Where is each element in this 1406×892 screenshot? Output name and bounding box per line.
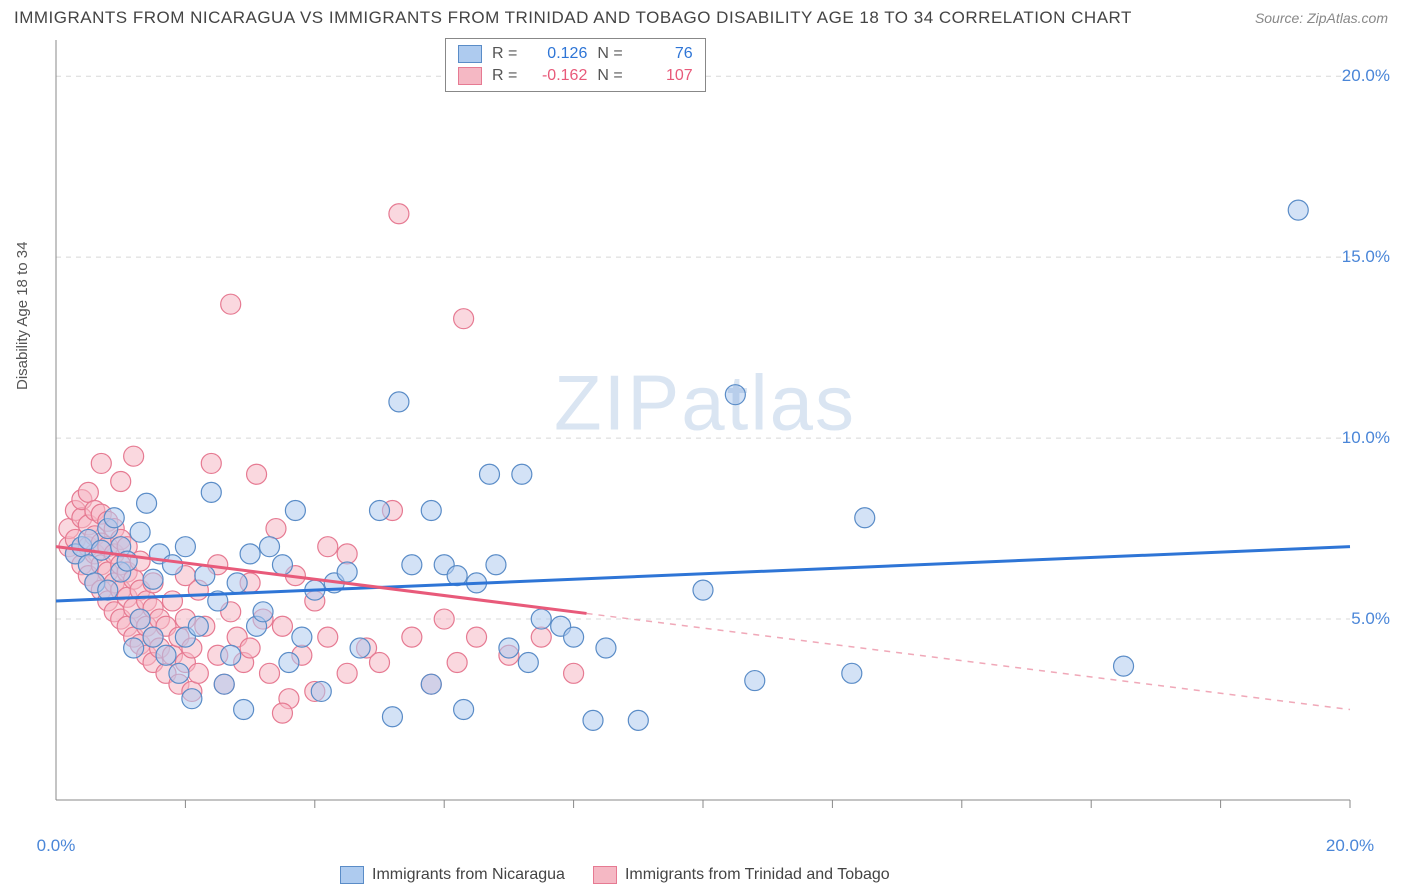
legend-item-nicaragua: Immigrants from Nicaragua [340, 866, 565, 884]
r-value-trinidad: -0.162 [527, 67, 587, 85]
chart-title: IMMIGRANTS FROM NICARAGUA VS IMMIGRANTS … [14, 8, 1132, 28]
legend-swatch-pink [593, 866, 617, 884]
x-tick-label: 20.0% [1326, 836, 1374, 856]
n-label: N = [597, 45, 622, 63]
r-value-nicaragua: 0.126 [527, 45, 587, 63]
series-legend: Immigrants from Nicaragua Immigrants fro… [340, 866, 890, 884]
y-tick-label: 20.0% [1342, 66, 1390, 86]
y-axis-label: Disability Age 18 to 34 [14, 242, 31, 390]
correlation-legend: R = 0.126 N = 76 R = -0.162 N = 107 [445, 38, 706, 92]
r-label: R = [492, 45, 517, 63]
y-tick-label: 10.0% [1342, 428, 1390, 448]
y-tick-label: 15.0% [1342, 247, 1390, 267]
scatter-chart-svg [50, 40, 1360, 830]
legend-row-trinidad: R = -0.162 N = 107 [458, 65, 693, 87]
chart-area: ZIPatlas [50, 40, 1360, 830]
y-tick-label: 5.0% [1351, 609, 1390, 629]
legend-swatch-blue [458, 45, 482, 63]
source-attribution: Source: ZipAtlas.com [1255, 10, 1388, 26]
legend-label-trinidad: Immigrants from Trinidad and Tobago [625, 866, 890, 884]
n-value-nicaragua: 76 [633, 45, 693, 63]
n-value-trinidad: 107 [633, 67, 693, 85]
x-tick-label: 0.0% [37, 836, 76, 856]
legend-label-nicaragua: Immigrants from Nicaragua [372, 866, 565, 884]
legend-item-trinidad: Immigrants from Trinidad and Tobago [593, 866, 890, 884]
n-label: N = [597, 67, 622, 85]
legend-swatch-pink [458, 67, 482, 85]
r-label: R = [492, 67, 517, 85]
legend-swatch-blue [340, 866, 364, 884]
legend-row-nicaragua: R = 0.126 N = 76 [458, 43, 693, 65]
